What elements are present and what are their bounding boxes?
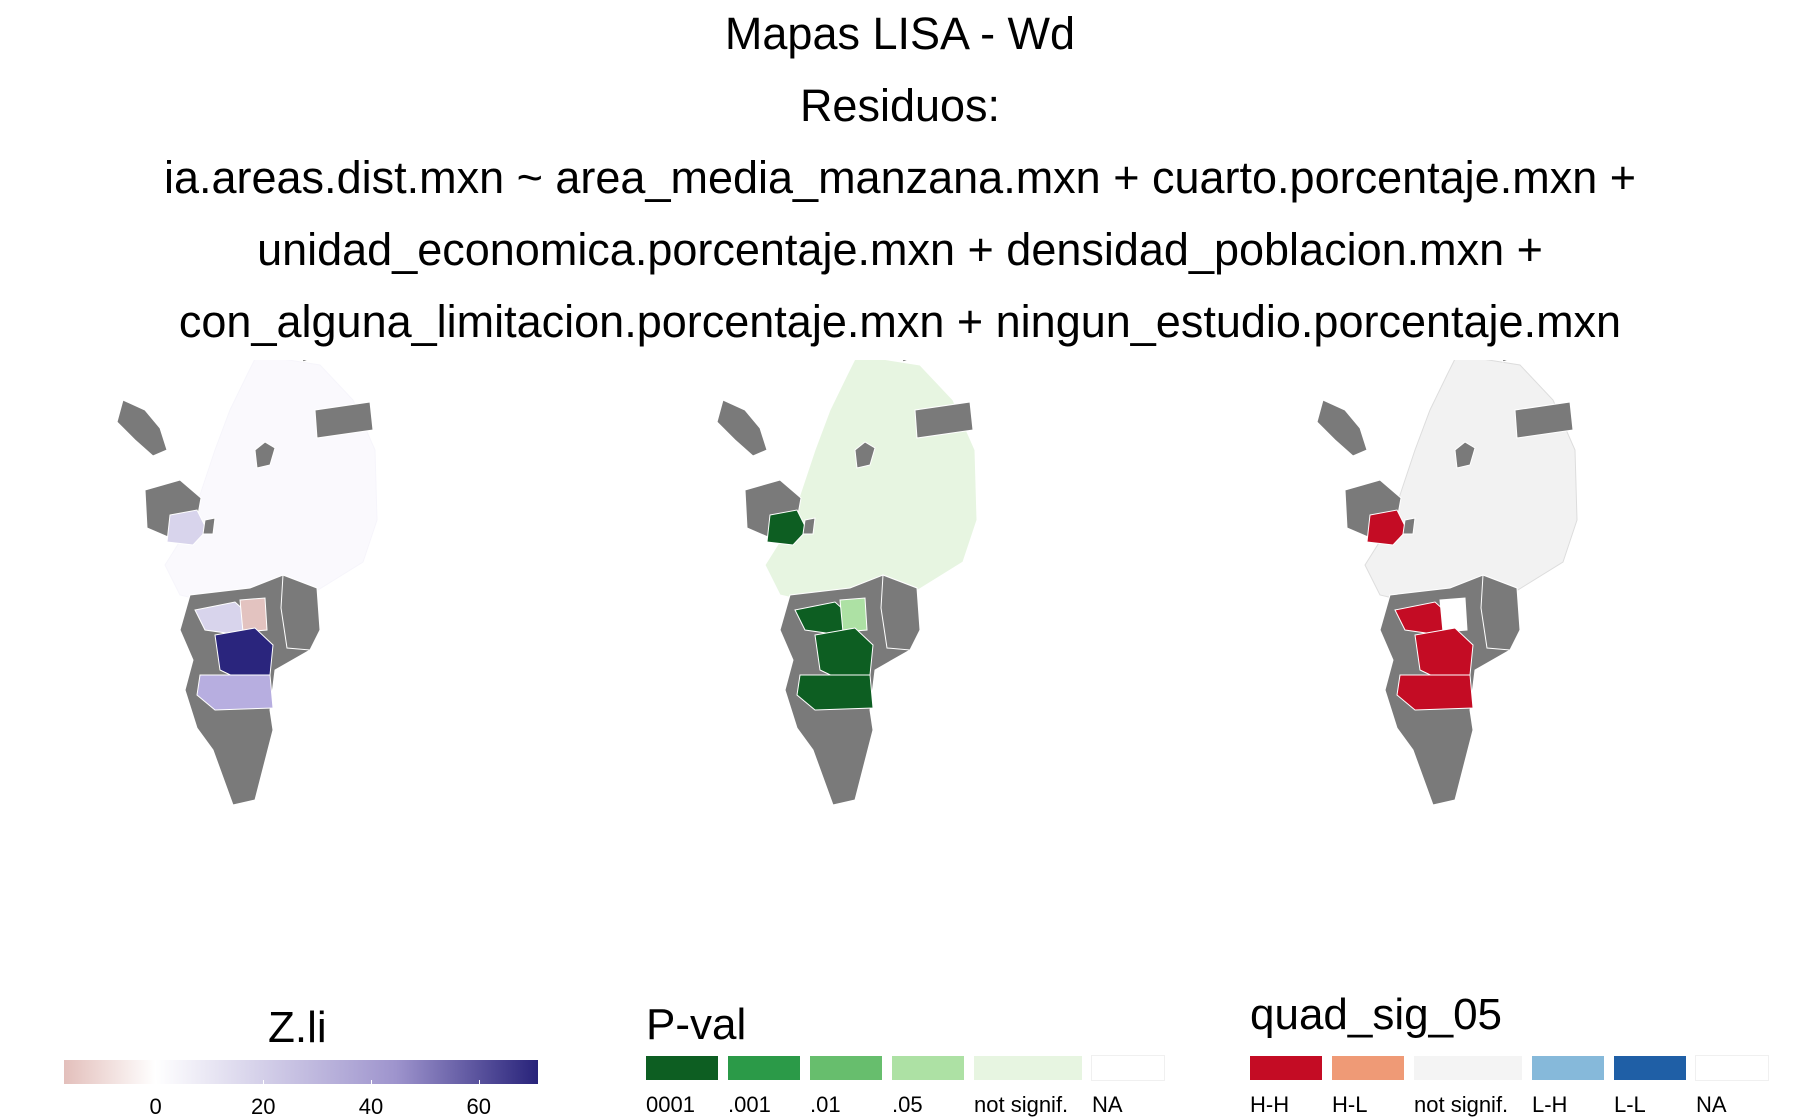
pval-map-north-region	[764, 360, 978, 606]
quad-map-south-east-na	[1480, 574, 1521, 651]
legend-quad-key-label: H-L	[1332, 1092, 1368, 1117]
quad-map	[1316, 360, 1578, 806]
legend-pval-key-label: .01	[810, 1092, 841, 1117]
legend-quad-title: quad_sig_05	[1250, 990, 1503, 1039]
legend-pval-key-swatch	[892, 1056, 964, 1080]
legend-zli-colorbar	[64, 1060, 538, 1084]
title-line-1: Mapas LISA - Wd	[724, 8, 1076, 59]
zli-map-fleck-na	[301, 360, 310, 363]
quad-map-rect-na	[1514, 401, 1574, 439]
zli-map	[116, 360, 378, 806]
pval-map-south-east-na	[880, 574, 921, 651]
legend-quad-key-swatch	[1250, 1056, 1322, 1080]
pval-map-south-cluster-b	[796, 674, 874, 711]
legend-quad-key-label: NA	[1696, 1092, 1727, 1117]
zli-map-south-center-cell	[239, 597, 268, 633]
legend-zli-tick-label: 20	[251, 1094, 276, 1119]
quad-map-fleck-na	[1501, 360, 1510, 363]
zli-map-fleck3-na	[202, 517, 216, 535]
zli-map-fleck2-na	[254, 441, 276, 469]
quad-map-fleck3-na	[1402, 517, 1416, 535]
pval-map-rect-na	[914, 401, 974, 439]
legend-pval-key-label: .05	[892, 1092, 923, 1117]
quad-map-fleck2-na	[1454, 441, 1476, 469]
legend-quad-key-swatch	[1332, 1056, 1404, 1080]
title-line-5: con_alguna_limitacion.porcentaje.mxn + n…	[178, 296, 1622, 347]
title-line-4: unidad_economica.porcentaje.mxn + densid…	[257, 224, 1543, 275]
zli-map-south-cluster-b	[196, 674, 274, 711]
legend-zli-tick-mark	[155, 1080, 157, 1084]
legend-pval-key-swatch	[810, 1056, 882, 1080]
pval-map-fleck-na	[901, 360, 910, 363]
legend-pval-key-swatch	[728, 1056, 800, 1080]
legend-quad-key-swatch	[1614, 1056, 1686, 1080]
zli-map-rect-na	[314, 401, 374, 439]
title-line-2: Residuos:	[799, 80, 1001, 131]
legend-quad-key-label: not signif.	[1414, 1092, 1509, 1117]
legend-pval-key-label: .001	[728, 1092, 771, 1117]
legend-zli-tick-mark	[371, 1080, 373, 1084]
legend-pval-key-swatch	[1091, 1055, 1165, 1081]
legend-pval-key-swatch	[974, 1056, 1082, 1080]
legend-pval-key-swatch	[646, 1056, 718, 1080]
pval-map-fleck3-na	[802, 517, 816, 535]
legend-quad-key-swatch	[1532, 1056, 1604, 1080]
quad-map-south-center-cell	[1439, 597, 1468, 633]
legend-quad-key-label: H-H	[1250, 1092, 1290, 1117]
legend-pval-key-label: NA	[1092, 1092, 1123, 1117]
zli-map-south-east-na	[280, 574, 321, 651]
legend-pval-key-label: 0001	[646, 1092, 695, 1117]
legend-zli-tick-label: 60	[466, 1094, 491, 1119]
zli-map-west-cluster	[166, 509, 208, 546]
legend-quad-key-label: L-H	[1532, 1092, 1568, 1117]
title-line-3: ia.areas.dist.mxn ~ area_media_manzana.m…	[163, 152, 1637, 203]
quad-map-north-region	[1364, 360, 1578, 606]
pval-map-fleck2-na	[854, 441, 876, 469]
legend-quad-key-swatch	[1695, 1055, 1769, 1081]
pval-map-nw-arm-na	[716, 399, 768, 457]
quad-map-south-cluster-b	[1396, 674, 1474, 711]
legend-zli-title: Z.li	[268, 1003, 327, 1052]
legend-pval-key-label: not signif.	[974, 1092, 1069, 1117]
zli-map-nw-arm-na	[116, 399, 168, 457]
legend-zli-tick-mark	[478, 1080, 480, 1084]
quad-map-west-cluster	[1366, 509, 1408, 546]
legend-quad-key-label: L-L	[1614, 1092, 1646, 1117]
quad-map-nw-arm-na	[1316, 399, 1368, 457]
zli-map-north-region	[164, 360, 378, 606]
pval-map-south-center-cell	[839, 597, 868, 633]
legend-zli-tick-label: 40	[358, 1094, 384, 1119]
pval-map	[716, 360, 978, 806]
legend-zli-tick-label: 0	[149, 1094, 162, 1119]
legend-zli-tick-mark	[263, 1080, 265, 1084]
pval-map-west-cluster	[766, 509, 808, 546]
lisa-maps	[116, 360, 1578, 806]
legend-pval-title: P-val	[646, 1000, 747, 1049]
legend-quad-key-swatch	[1414, 1056, 1522, 1080]
